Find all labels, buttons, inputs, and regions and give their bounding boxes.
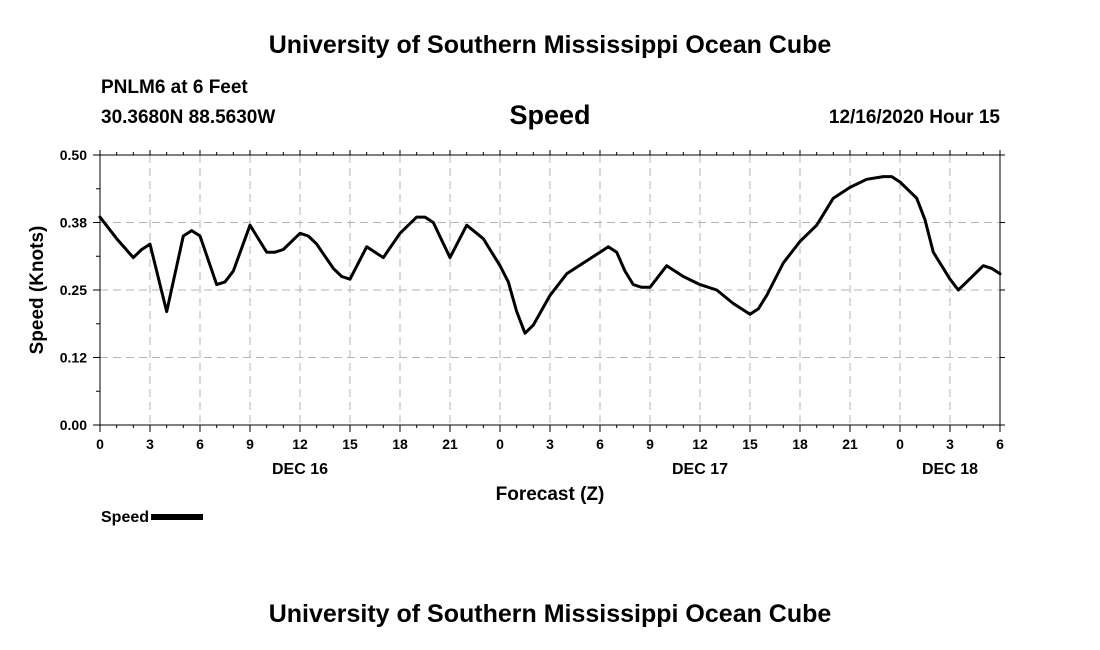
chart-title: Speed <box>509 100 591 130</box>
x-tick-label: 3 <box>146 436 154 452</box>
run-time-label: 12/16/2020 Hour 15 <box>828 107 1000 128</box>
x-tick-label: 9 <box>246 436 254 452</box>
y-tick-label: 0.12 <box>60 350 87 366</box>
legend-swatch <box>151 513 204 520</box>
x-tick-label: 3 <box>946 436 954 452</box>
x-tick-label: 0 <box>96 436 104 452</box>
legend: Speed <box>101 509 204 527</box>
x-tick-label: 21 <box>842 436 858 452</box>
x-tick-label: 6 <box>996 436 1004 452</box>
x-tick-label: 0 <box>896 436 904 452</box>
y-axis-label: Speed (Knots) <box>27 226 48 355</box>
x-tick-label: 18 <box>792 436 808 452</box>
chart-header-title: University of Southern Mississippi Ocean… <box>268 31 832 59</box>
plot-frame <box>99 154 1001 426</box>
x-tick-label: 15 <box>342 436 358 452</box>
x-axis-label: Forecast (Z) <box>496 484 605 505</box>
x-tick-label: 9 <box>646 436 654 452</box>
x-tick-label: 15 <box>742 436 758 452</box>
y-tick-label: 0.38 <box>60 215 87 231</box>
x-tick-label: 6 <box>196 436 204 452</box>
day-label: DEC 18 <box>922 461 978 478</box>
axis-ticks <box>93 150 1005 432</box>
x-tick-label: 12 <box>292 436 308 452</box>
axis-tick-labels: 0 3 6 9 12 15 18 21 0 3 6 9 12 15 18 21 0 3 6 0.00 0.12 0.25 0… <box>60 147 1004 478</box>
coordinates-label: 30.3680N 88.5630W <box>101 107 276 128</box>
y-tick-label: 0.00 <box>60 417 87 433</box>
y-tick-label: 0.50 <box>60 147 87 163</box>
series-line-speed <box>98 175 1002 335</box>
grid-lines <box>100 155 1000 425</box>
x-tick-label: 12 <box>692 436 708 452</box>
chart-footer-title: University of Southern Mississippi Ocean… <box>268 600 832 628</box>
day-label: DEC 17 <box>672 461 728 478</box>
y-tick-label: 0.25 <box>60 282 87 298</box>
legend-label: Speed <box>101 509 150 526</box>
day-label: DEC 16 <box>272 461 328 478</box>
series-layer <box>98 175 1002 335</box>
x-tick-label: 0 <box>496 436 504 452</box>
x-tick-label: 3 <box>546 436 554 452</box>
x-tick-label: 6 <box>596 436 604 452</box>
x-tick-label: 21 <box>442 436 458 452</box>
station-label: PNLM6 at 6 Feet <box>101 77 248 98</box>
x-tick-label: 18 <box>392 436 408 452</box>
